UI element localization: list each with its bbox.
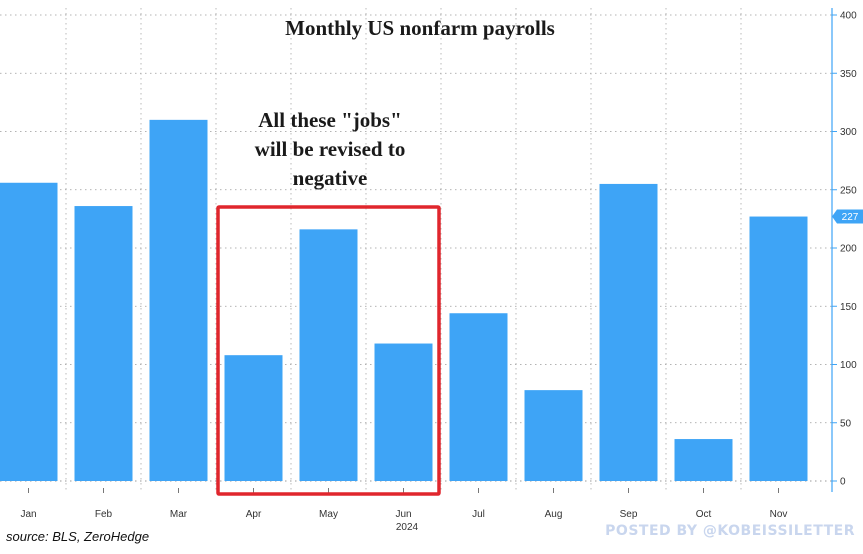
x-tick-label-sep: Sep <box>620 509 638 520</box>
annotation-line-1: All these "jobs" <box>258 108 401 132</box>
x-tick-label-apr: Apr <box>246 509 262 520</box>
y-tick-label: 100 <box>840 360 857 371</box>
x-tick-label-feb: Feb <box>95 509 113 520</box>
x-tick-label-oct: Oct <box>696 509 712 520</box>
y-tick-label: 0 <box>840 477 846 488</box>
y-tick-label: 400 <box>840 11 857 22</box>
bar-aug <box>524 390 583 481</box>
last-value-tag-bg <box>832 209 863 224</box>
bar-may <box>299 229 358 481</box>
last-value-tag-label: 227 <box>842 212 859 223</box>
y-tick-label: 250 <box>840 185 857 196</box>
y-axis: 0 50 100 150 200 250 300 350 400 227 <box>831 8 863 492</box>
x-tick-label-jul: Jul <box>472 509 485 520</box>
bar-jul <box>449 313 508 481</box>
last-value-tag: 227 <box>832 209 863 224</box>
annotation-line-3: negative <box>293 166 368 190</box>
y-tick-label: 150 <box>840 302 857 313</box>
source-note: source: BLS, ZeroHedge <box>6 529 149 544</box>
annotation: All these "jobs" will be revised to negati… <box>216 108 441 496</box>
chart-title: Monthly US nonfarm payrolls <box>285 16 555 40</box>
x-tick-label-mar: Mar <box>170 509 188 520</box>
posted-by-watermark: POSTED BY @KOBEISSILETTER <box>605 523 855 539</box>
x-tick-label-may: May <box>319 509 338 520</box>
x-tick-label-aug: Aug <box>545 509 563 520</box>
bar-mar <box>149 119 208 481</box>
highlight-box <box>216 205 441 496</box>
bar-sep <box>599 183 658 482</box>
bar-nov <box>749 216 808 482</box>
y-tick-label: 300 <box>840 127 857 138</box>
y-tick-label: 200 <box>840 244 857 255</box>
y-tick-label: 50 <box>840 418 852 429</box>
x-year-label: 2024 <box>396 522 419 533</box>
x-axis: Jan Feb Mar Apr May Jun Jul Aug Sep Oct Nov <box>20 488 787 520</box>
bar-jan <box>0 182 58 481</box>
bars <box>0 119 808 482</box>
bar-feb <box>74 206 133 481</box>
x-tick-label-jan: Jan <box>20 509 36 520</box>
x-tick-label-nov: Nov <box>770 509 788 520</box>
grid-lines <box>0 8 832 492</box>
annotation-line-2: will be revised to <box>255 137 406 161</box>
bar-apr <box>224 355 283 481</box>
y-tick-label: 350 <box>840 69 857 80</box>
x-tick-label-jun: Jun <box>395 509 411 520</box>
bar-jun <box>374 343 433 481</box>
bar-oct <box>674 439 733 481</box>
